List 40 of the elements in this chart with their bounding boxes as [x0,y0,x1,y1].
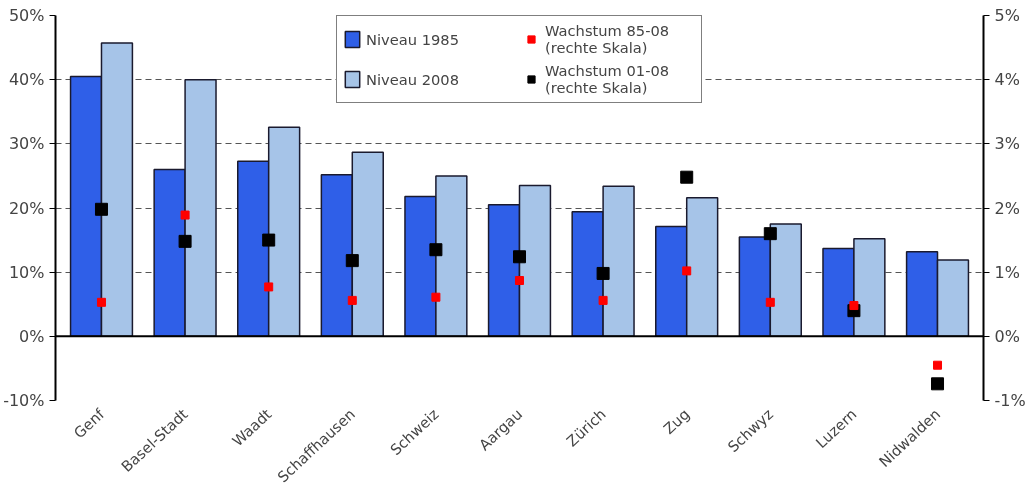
legend-label: Wachstum 85-08 (rechte Skala) [545,22,671,56]
point [264,282,274,292]
legend-label: Niveau 1985 [366,30,460,48]
y-tick-label: 40% [8,70,45,90]
point [598,295,608,305]
y-tick-label: 30% [8,134,45,154]
y2-tick-label: 0% [994,326,1020,346]
legend-label: Wachstum 01-08 (rechte Skala) [545,62,671,96]
point [933,360,943,370]
point [513,250,526,264]
point [515,276,524,286]
y2-tick-label: -1% [994,391,1026,410]
legend-label: Niveau 2008 [366,70,460,88]
point [682,266,692,276]
point [680,170,694,184]
point [347,295,357,305]
y2-tick-label: 3% [994,134,1020,154]
y-tick-label: 20% [8,198,45,218]
point [96,297,106,307]
point [931,377,945,391]
y-tick-label: -10% [3,391,45,410]
point [345,254,359,268]
y2-tick-label: 5% [994,6,1020,25]
y2-tick-label: 4% [994,70,1020,90]
point [431,292,441,302]
point [180,210,190,220]
y2-tick-label: 1% [994,262,1020,282]
point [178,234,192,248]
point [262,233,276,247]
x-tick-label: Zug [659,405,693,438]
y-tick-label: 0% [19,326,45,346]
y2-tick-label: 2% [994,198,1020,218]
y-tick-label: 50% [8,6,45,25]
point [765,297,775,307]
point [596,266,610,280]
point [429,243,443,257]
point [763,227,777,241]
point [849,301,859,311]
point [94,202,108,216]
y-tick-label: 10% [8,262,45,282]
